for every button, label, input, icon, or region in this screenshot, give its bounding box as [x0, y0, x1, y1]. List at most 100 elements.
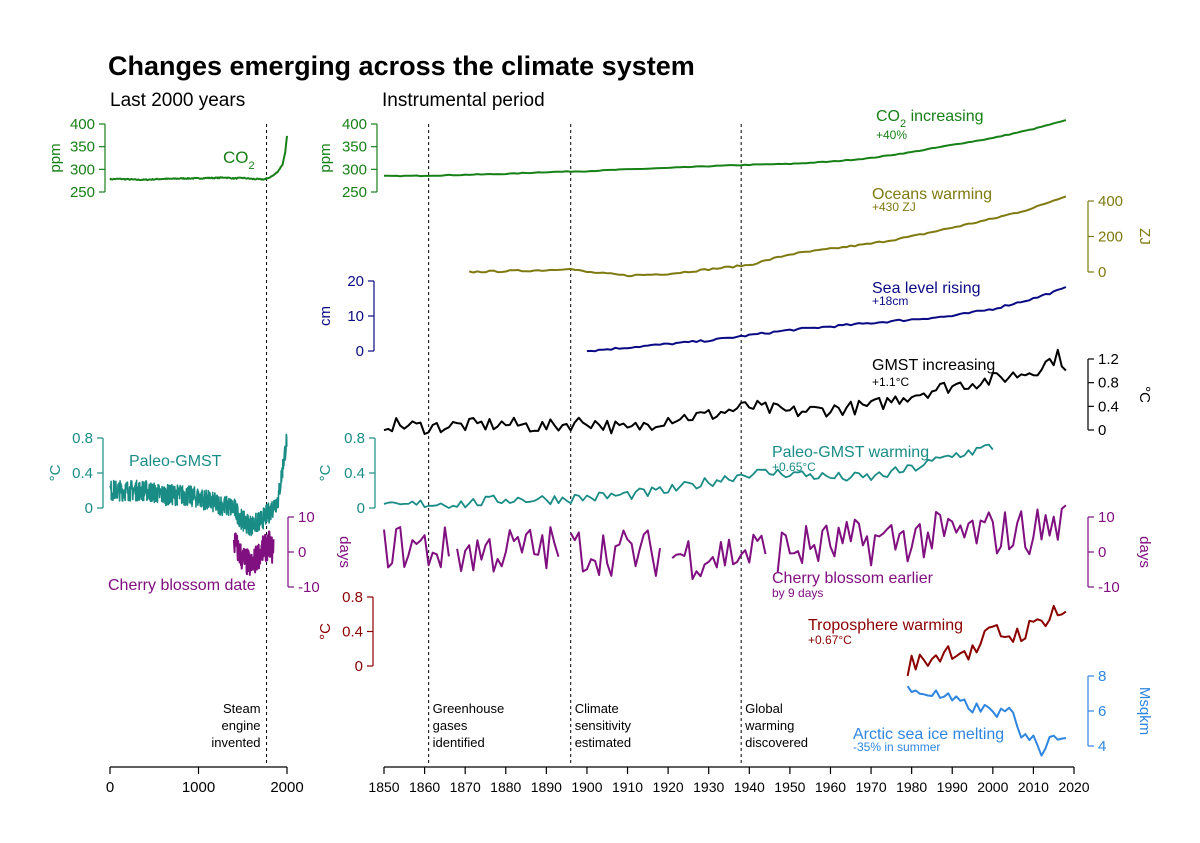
ice-tick-label: 6	[1098, 703, 1106, 720]
right-x-tick-label: 2000	[977, 779, 1008, 795]
right-x-tick-label: 1980	[896, 779, 927, 795]
right-x-tick-label: 1890	[531, 779, 562, 795]
right-x-tick-label: 1910	[612, 779, 643, 795]
gmst-tick-label: 0.8	[1098, 375, 1119, 392]
ocean-change: +430 ZJ	[872, 200, 916, 214]
paleo-right-tick-label: 0.8	[344, 430, 365, 447]
paleo-right-tick-label: 0.4	[344, 465, 365, 482]
cherry-left-tick-label: 0	[298, 544, 306, 561]
right-x-tick-label: 1880	[490, 779, 521, 795]
cherry-left-label: Cherry blossom date	[108, 577, 256, 594]
ocean-unit: ZJ	[1136, 228, 1153, 245]
right-x-tick-label: 1860	[409, 779, 440, 795]
right-x-tick-label: 1970	[855, 779, 886, 795]
event-label: Greenhouse	[433, 701, 505, 716]
cherry-label: Cherry blossom earlier	[772, 570, 934, 587]
left-x-tick-label: 2000	[270, 779, 303, 796]
chart-title: Changes emerging across the climate syst…	[108, 51, 695, 81]
sea-tick-label: 10	[347, 308, 364, 325]
event-label: Global	[745, 701, 783, 716]
co2-left-unit: ppm	[47, 143, 64, 172]
right-x-tick-label: 1990	[937, 779, 968, 795]
gmst-tick-label: 0.4	[1098, 398, 1119, 415]
gmst-tick-label: 1.2	[1098, 351, 1119, 368]
ice-unit: Msqkm	[1136, 687, 1153, 735]
co2-left-line	[109, 135, 288, 182]
cherry-line	[671, 533, 767, 580]
left-x-tick-label: 0	[106, 779, 114, 796]
sea-tick-label: 0	[356, 343, 364, 360]
ocean-tick-label: 200	[1098, 229, 1123, 246]
co2-right-tick-label: 250	[342, 184, 367, 201]
right-x-tick-label: 1940	[734, 779, 765, 795]
event-label: estimated	[575, 735, 631, 750]
ice-label: Arctic sea ice melting	[853, 726, 1004, 743]
ice-change: -35% in summer	[853, 740, 940, 754]
cherry-right-tick-label: 10	[1098, 509, 1115, 526]
event-label: engine	[222, 718, 261, 733]
cherry-right-tick-label: 0	[1098, 544, 1106, 561]
paleo-right-tick-label: 0	[357, 500, 365, 517]
cherry-line	[569, 529, 661, 577]
paleo-left-tick-label: 0	[85, 500, 93, 517]
cherry-left-tick-label: 10	[298, 509, 315, 526]
tropo-change: +0.67°C	[808, 633, 852, 647]
right-x-tick-label: 2010	[1018, 779, 1049, 795]
sea-change: +18cm	[872, 294, 908, 308]
event-label: sensitivity	[575, 718, 632, 733]
paleo-right-unit: °C	[317, 464, 334, 481]
cherry-left-unit: days	[336, 536, 353, 568]
co2-label: CO2 increasing	[876, 108, 984, 130]
paleo-left-tick-label: 0.4	[72, 465, 93, 482]
ocean-line	[468, 195, 1067, 278]
paleo-line	[383, 443, 994, 509]
ocean-label: Oceans warming	[872, 186, 992, 203]
right-x-tick-label: 1960	[815, 779, 846, 795]
event-label: invented	[211, 735, 260, 750]
tropo-unit: °C	[317, 623, 334, 640]
cherry-left-line	[232, 530, 275, 576]
gmst-tick-label: 0	[1098, 422, 1106, 439]
paleo-left-unit: °C	[47, 464, 64, 481]
paleo-left-label: Paleo-GMST	[129, 453, 222, 470]
right-x-tick-label: 1930	[693, 779, 724, 795]
cherry-right-unit: days	[1136, 536, 1153, 568]
tropo-tick-label: 0	[355, 658, 363, 675]
right-x-tick-label: 1850	[368, 779, 399, 795]
right-x-tick-label: 1870	[450, 779, 481, 795]
tropo-tick-label: 0.4	[342, 624, 363, 641]
co2-left-tick-label: 250	[70, 184, 95, 201]
right-x-tick-label: 2020	[1058, 779, 1089, 795]
gmst-unit: °C	[1136, 386, 1153, 403]
sea-tick-label: 20	[347, 273, 364, 290]
co2-left-tick-label: 350	[70, 139, 95, 156]
event-label: warming	[744, 718, 794, 733]
cherry-line	[383, 526, 450, 569]
co2-right-unit: ppm	[317, 143, 334, 172]
gmst-line	[383, 348, 1067, 435]
event-label: Climate	[575, 701, 619, 716]
right-x-tick-label: 1950	[774, 779, 805, 795]
tropo-label: Troposphere warming	[808, 617, 963, 634]
sea-unit: cm	[317, 306, 334, 326]
tropo-tick-label: 0.8	[342, 589, 363, 606]
ice-tick-label: 4	[1098, 738, 1106, 755]
cherry-line	[776, 504, 1067, 573]
paleo-label: Paleo-GMST warming	[772, 444, 929, 461]
ocean-tick-label: 400	[1098, 193, 1123, 210]
co2-right-tick-label: 400	[342, 116, 367, 133]
co2-right-tick-label: 350	[342, 139, 367, 156]
co2-change: +40%	[876, 128, 907, 142]
co2-right-tick-label: 300	[342, 161, 367, 178]
gmst-label: GMST increasing	[872, 357, 995, 374]
cherry-change: by 9 days	[772, 586, 823, 600]
event-label: gases	[433, 718, 468, 733]
right-x-tick-label: 1920	[653, 779, 684, 795]
event-label: discovered	[745, 735, 808, 750]
ocean-tick-label: 0	[1098, 264, 1106, 281]
paleo-change: +0.65°C	[772, 460, 816, 474]
event-label: Steam	[223, 701, 261, 716]
co2-left-tick-label: 300	[70, 161, 95, 178]
cherry-left-tick-label: -10	[298, 579, 320, 596]
co2-left-label: CO2	[223, 148, 255, 172]
